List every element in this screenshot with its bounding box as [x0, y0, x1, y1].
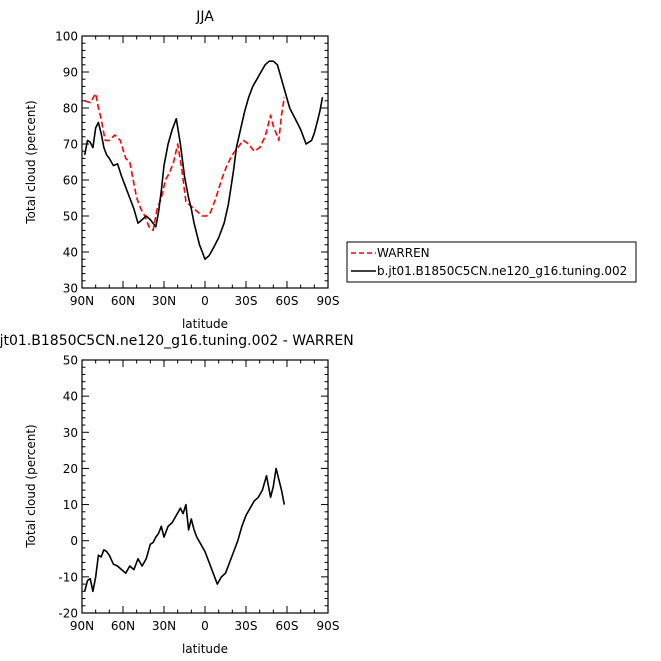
- bottom-x-tick-label: 0: [201, 619, 209, 633]
- top-x-tick-label: 60S: [276, 294, 299, 308]
- top-series-group: [83, 60, 324, 261]
- bottom-y-tick-label: -20: [58, 607, 78, 621]
- top-y-tick-label: 80: [63, 102, 78, 116]
- top-y-tick-label: 60: [63, 174, 78, 188]
- bottom-x-axis-label: latitude: [182, 642, 228, 656]
- bottom-axes-group: -20 -10 0 10 20 30 40 50 90N 60N 30N 0 30S 60S 90S: [58, 354, 339, 634]
- bottom-panel: b.jt01.B1850C5CN.ne120_g16.tuning.002 - …: [0, 333, 354, 656]
- bottom-plot-frame: [81, 359, 329, 614]
- bottom-y-axis-label: Total cloud (percent): [24, 424, 38, 548]
- top-series-line-0: [84, 92, 286, 232]
- top-series-line-1: [83, 60, 324, 261]
- top-x-tick-label: 90N: [70, 294, 94, 308]
- bottom-x-tick-label: 30N: [152, 619, 176, 633]
- legend-label-model: b.jt01.B1850C5CN.ne120_g16.tuning.002: [377, 264, 627, 278]
- top-plot-frame: [81, 35, 329, 289]
- top-x-tick-label: 30S: [235, 294, 258, 308]
- bottom-y-tick-label: 30: [63, 426, 78, 440]
- bottom-chart-title: b.jt01.B1850C5CN.ne120_g16.tuning.002 - …: [0, 333, 354, 349]
- top-x-tick-label: 60N: [111, 294, 135, 308]
- top-chart-title: JJA: [195, 9, 214, 25]
- top-y-tick-label: 30: [63, 282, 78, 296]
- top-y-tick-label: 50: [63, 210, 78, 224]
- bottom-y-tick-label: -10: [58, 570, 78, 584]
- bottom-y-tick-label: 10: [63, 498, 78, 512]
- top-x-tick-label: 0: [201, 294, 209, 308]
- bottom-y-tick-label: 0: [70, 534, 78, 548]
- bottom-x-tick-label: 60S: [276, 619, 299, 633]
- bottom-y-tick-label: 40: [63, 390, 78, 404]
- top-y-axis-label: Total cloud (percent): [24, 100, 38, 224]
- top-panel: JJA 30 40 50 60 70 80 90 100 90N 60N 30N 0 30S 60S 90S…: [24, 9, 339, 331]
- top-x-tick-label: 30N: [152, 294, 176, 308]
- bottom-x-tick-label: 90N: [70, 619, 94, 633]
- bottom-y-tick-label: 20: [63, 462, 78, 476]
- bottom-series-line-0: [83, 467, 286, 593]
- legend-label-warren: WARREN: [377, 246, 430, 260]
- bottom-series-group: [83, 467, 286, 593]
- top-x-tick-label: 90S: [317, 294, 340, 308]
- legend-box: [346, 241, 637, 283]
- bottom-x-tick-label: 60N: [111, 619, 135, 633]
- top-y-tick-label: 90: [63, 66, 78, 80]
- top-y-tick-label: 100: [55, 30, 78, 44]
- bottom-y-tick-label: 50: [63, 354, 78, 368]
- top-x-axis-label: latitude: [182, 317, 228, 331]
- top-y-tick-label: 70: [63, 138, 78, 152]
- bottom-x-tick-label: 90S: [317, 619, 340, 633]
- top-y-tick-label: 40: [63, 246, 78, 260]
- legend: WARREN b.jt01.B1850C5CN.ne120_g16.tuning…: [346, 241, 637, 283]
- bottom-x-tick-label: 30S: [235, 619, 258, 633]
- top-axes-group: 30 40 50 60 70 80 90 100 90N 60N 30N 0 30S 60S 90S: [55, 30, 339, 309]
